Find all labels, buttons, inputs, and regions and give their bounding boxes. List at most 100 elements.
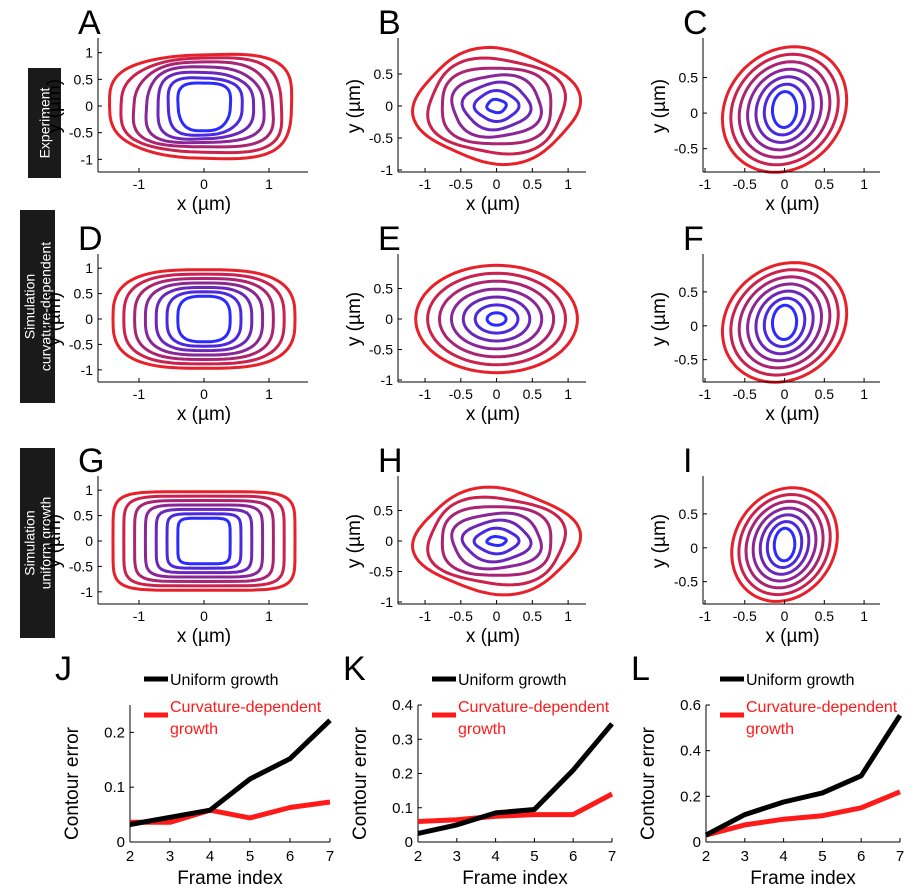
chart-K: K 2 3 4 5 6 7 0 0.1 0.2 0.3 0.4 Frame index Contour e… [343, 650, 616, 889]
x-tick-label: -1 [133, 176, 146, 192]
row-label: Experiment [37, 87, 53, 158]
contour-line [771, 90, 799, 129]
y-tick-label: 0 [693, 834, 701, 851]
x-tick-label: 7 [326, 848, 334, 865]
contour-line [107, 52, 294, 161]
y-tick-label: -0.5 [674, 352, 698, 368]
y-tick-label: -1 [381, 372, 394, 388]
legend-label-curvature: Curvature-dependent [746, 699, 898, 716]
x-tick-label: 3 [453, 848, 461, 865]
y-tick-label: 0.5 [679, 70, 699, 86]
panel-letter: F [683, 220, 704, 258]
x-tick-label: 2 [126, 848, 134, 865]
y-tick-label: -1 [381, 162, 394, 178]
y-tick-label: 0 [85, 98, 93, 114]
series-curvature-growth [705, 789, 901, 838]
y-axis-label: y (µm) [649, 292, 670, 346]
row-label-line: curvature-dependent [38, 242, 54, 371]
x-axis-label: x (µm) [466, 404, 520, 425]
x-axis-label: x (µm) [765, 194, 819, 215]
contour-line [165, 290, 243, 348]
x-tick-label: 5 [246, 848, 254, 865]
y-axis-label: y (µm) [344, 292, 365, 346]
contour-line [460, 80, 533, 132]
x-tick-label: 0.5 [815, 176, 835, 192]
x-tick-label: 1 [860, 608, 868, 624]
x-axis-label: x (µm) [466, 626, 520, 647]
series-curvature-growth [130, 799, 331, 825]
y-tick-label: -0.5 [369, 564, 393, 580]
panel-B: B -1 -0.5 0 0.5 1 0.5 0 -0.5 -1 x (µm) y (µm) [344, 4, 586, 215]
panel-E: E -1 -0.5 0 0.5 1 0.5 0 -0.5 -1 x (µm) y (µm) [344, 220, 586, 425]
contour-line [765, 520, 804, 569]
contour-line [410, 485, 583, 597]
y-tick-label: 0 [690, 105, 698, 121]
x-tick-label: 0.5 [523, 176, 543, 192]
y-tick-label: -0.5 [69, 125, 93, 141]
x-tick-label: 1 [265, 386, 273, 402]
contour-line [133, 498, 275, 584]
x-tick-label: 5 [818, 848, 826, 865]
x-tick-label: -1 [419, 608, 432, 624]
legend-label-curvature-2: growth [458, 721, 506, 738]
contour-line [440, 505, 553, 577]
x-tick-label: 0.5 [523, 608, 543, 624]
contour-line [472, 526, 521, 556]
y-axis-label: y (µm) [44, 292, 65, 346]
legend-label-curvature-2: growth [170, 721, 218, 738]
x-axis-label: x (µm) [765, 626, 819, 647]
y-tick-label: 1 [85, 482, 93, 498]
series-uniform-growth [704, 713, 903, 838]
x-tick-label: 1 [265, 608, 273, 624]
panel-letter: E [378, 220, 401, 258]
panel-letter: D [78, 220, 103, 258]
x-tick-label: -1 [419, 386, 432, 402]
contour-line [165, 512, 243, 570]
x-tick-label: 7 [896, 848, 904, 865]
legend-label-curvature: Curvature-dependent [170, 699, 322, 716]
row-label-box [20, 210, 55, 403]
y-tick-label: -1 [81, 362, 94, 378]
y-tick-label: 0.5 [374, 503, 394, 519]
y-tick-label: 0 [690, 318, 698, 334]
contour-line [426, 56, 568, 156]
contour-line [485, 311, 508, 327]
row-label: Simulation curvature-dependent [22, 242, 54, 371]
x-tick-label: 1 [564, 608, 572, 624]
x-tick-label: 0 [493, 176, 501, 192]
contour-line [440, 66, 553, 146]
x-tick-label: -1 [699, 608, 712, 624]
contour-line [122, 494, 286, 588]
chart-J: J 2 3 4 5 6 7 0 0.1 0.2 Frame index Contour error Un… [55, 650, 334, 889]
contour-line [166, 76, 244, 137]
panel-letter: B [378, 4, 401, 42]
contour-line [410, 45, 583, 167]
contour-line [754, 75, 815, 144]
row-label-box [20, 448, 55, 638]
contour-line [737, 492, 832, 597]
x-tick-label: -1 [699, 176, 712, 192]
legend-label-uniform: Uniform growth [170, 672, 278, 689]
y-axis-label: y (µm) [44, 79, 65, 133]
row-label-box [28, 68, 61, 178]
y-tick-label: 1 [85, 45, 93, 61]
contour-line [111, 268, 297, 370]
y-axis-label: y (µm) [649, 514, 670, 568]
y-tick-label: 0 [405, 834, 413, 851]
series-uniform-growth [129, 718, 332, 827]
contour-line [460, 518, 533, 564]
x-tick-label: 0.5 [523, 386, 543, 402]
x-tick-label: 6 [286, 848, 294, 865]
contour-line [111, 490, 297, 592]
y-tick-label: -0.5 [369, 130, 393, 146]
y-axis-label: Contour error [638, 726, 659, 840]
x-tick-label: 0 [781, 386, 789, 402]
x-tick-label: -0.5 [449, 176, 473, 192]
y-tick-label: -0.5 [69, 558, 93, 574]
x-tick-label: 2 [702, 848, 710, 865]
y-tick-label: 0.1 [392, 800, 413, 817]
y-tick-label: -0.5 [369, 342, 393, 358]
contour-line [473, 303, 520, 335]
x-tick-label: 4 [779, 848, 787, 865]
